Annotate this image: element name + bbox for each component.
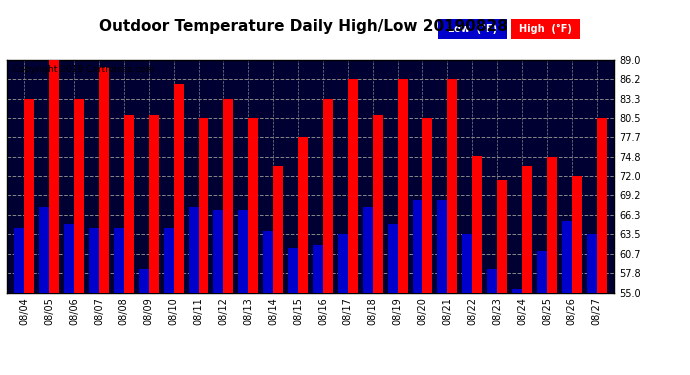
Bar <box>99 67 109 292</box>
Bar <box>472 156 482 292</box>
Bar <box>14 228 24 292</box>
Bar <box>199 118 208 292</box>
Bar <box>487 268 497 292</box>
Bar <box>572 176 582 292</box>
Text: Low  (°F): Low (°F) <box>448 24 497 34</box>
Bar <box>597 118 607 292</box>
Bar <box>174 84 184 292</box>
Bar <box>437 200 447 292</box>
Bar <box>547 157 557 292</box>
Bar <box>397 79 408 292</box>
Bar <box>114 228 124 292</box>
Bar <box>323 99 333 292</box>
Bar <box>562 221 572 292</box>
Bar <box>24 99 34 292</box>
Text: High  (°F): High (°F) <box>519 24 571 34</box>
Bar <box>64 224 74 292</box>
Bar <box>238 210 248 292</box>
Bar <box>363 207 373 292</box>
Bar <box>497 180 507 292</box>
Bar <box>313 244 323 292</box>
Bar <box>422 118 433 292</box>
Bar <box>522 166 532 292</box>
Bar <box>273 166 283 292</box>
Text: Copyright 2019 Cartronics.com: Copyright 2019 Cartronics.com <box>13 64 155 74</box>
Bar <box>39 207 49 292</box>
Bar <box>124 115 134 292</box>
Bar <box>49 60 59 292</box>
Bar <box>586 234 597 292</box>
Bar <box>288 248 298 292</box>
Bar <box>213 210 224 292</box>
Bar <box>74 99 84 292</box>
Bar <box>447 79 457 292</box>
Bar <box>248 118 258 292</box>
Bar <box>462 234 472 292</box>
Bar <box>413 200 422 292</box>
Bar <box>537 252 547 292</box>
Bar <box>224 99 233 292</box>
Text: Outdoor Temperature Daily High/Low 20190828: Outdoor Temperature Daily High/Low 20190… <box>99 19 508 34</box>
Bar <box>388 224 397 292</box>
Bar <box>89 228 99 292</box>
Bar <box>512 289 522 292</box>
Bar <box>338 234 348 292</box>
Bar <box>263 231 273 292</box>
Bar <box>298 137 308 292</box>
Bar <box>139 268 149 292</box>
Bar <box>348 79 358 292</box>
Bar <box>373 115 383 292</box>
Bar <box>149 115 159 292</box>
Bar <box>188 207 199 292</box>
Bar <box>164 228 174 292</box>
